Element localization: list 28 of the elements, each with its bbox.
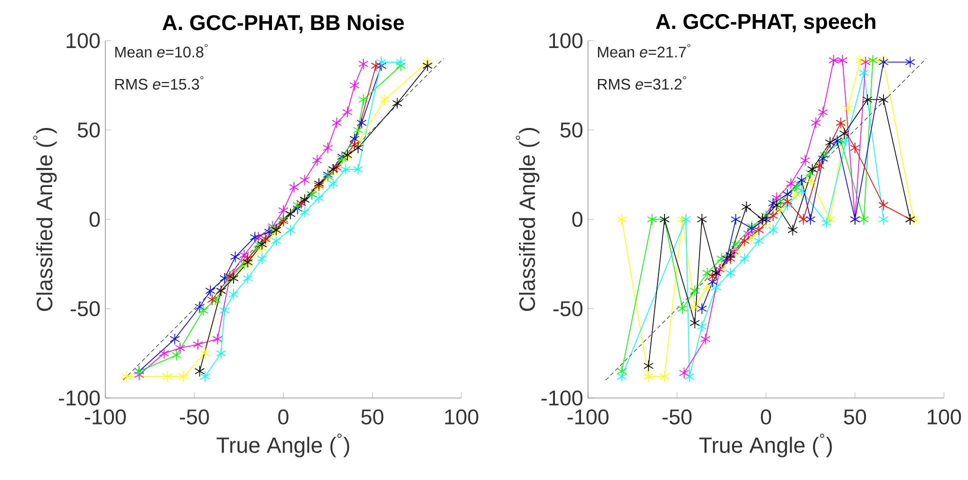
y-tick-label: -100 bbox=[58, 390, 100, 406]
annotation: RMS e=15.3$^{°}$ bbox=[115, 76, 204, 90]
y-axis-title: Classified Angle ($^{°}$) bbox=[516, 128, 540, 311]
y-tick-label: 50 bbox=[78, 122, 100, 138]
y-tick-label: 0 bbox=[90, 212, 100, 227]
chart-title: A. GCC-PHAT, speech bbox=[656, 13, 876, 34]
x-tick-label: 50 bbox=[844, 409, 866, 424]
y-tick-label: -100 bbox=[542, 390, 582, 406]
x-tick-label: 50 bbox=[361, 409, 384, 424]
y-tick-label: 100 bbox=[549, 33, 582, 48]
y-tick-label: -50 bbox=[553, 301, 582, 316]
x-tick-label: 0 bbox=[760, 409, 772, 424]
annotation: Mean e=10.8$^{°}$ bbox=[115, 44, 208, 58]
x-tick-label: -50 bbox=[662, 409, 692, 424]
chart-title: A. GCC-PHAT, BB Noise bbox=[162, 14, 404, 34]
x-tick-label: 0 bbox=[278, 409, 288, 424]
x-tick-label: -50 bbox=[180, 409, 209, 424]
x-tick-label: 100 bbox=[928, 409, 961, 424]
y-tick-label: -50 bbox=[70, 301, 100, 316]
x-axis-title: True Angle ($^{°}$) bbox=[699, 434, 832, 458]
x-axis-title: True Angle ($^{°}$) bbox=[216, 434, 350, 458]
y-tick-label: 50 bbox=[560, 122, 582, 138]
y-axis-title: Classified Angle ($^{°}$) bbox=[33, 128, 57, 311]
y-tick-label: 100 bbox=[66, 33, 100, 48]
x-tick-label: 100 bbox=[445, 409, 478, 424]
annotation: RMS e=31.2$^{°}$ bbox=[598, 76, 686, 90]
y-tick-label: 0 bbox=[572, 212, 582, 227]
annotation: Mean e=21.7$^{°}$ bbox=[598, 44, 690, 58]
